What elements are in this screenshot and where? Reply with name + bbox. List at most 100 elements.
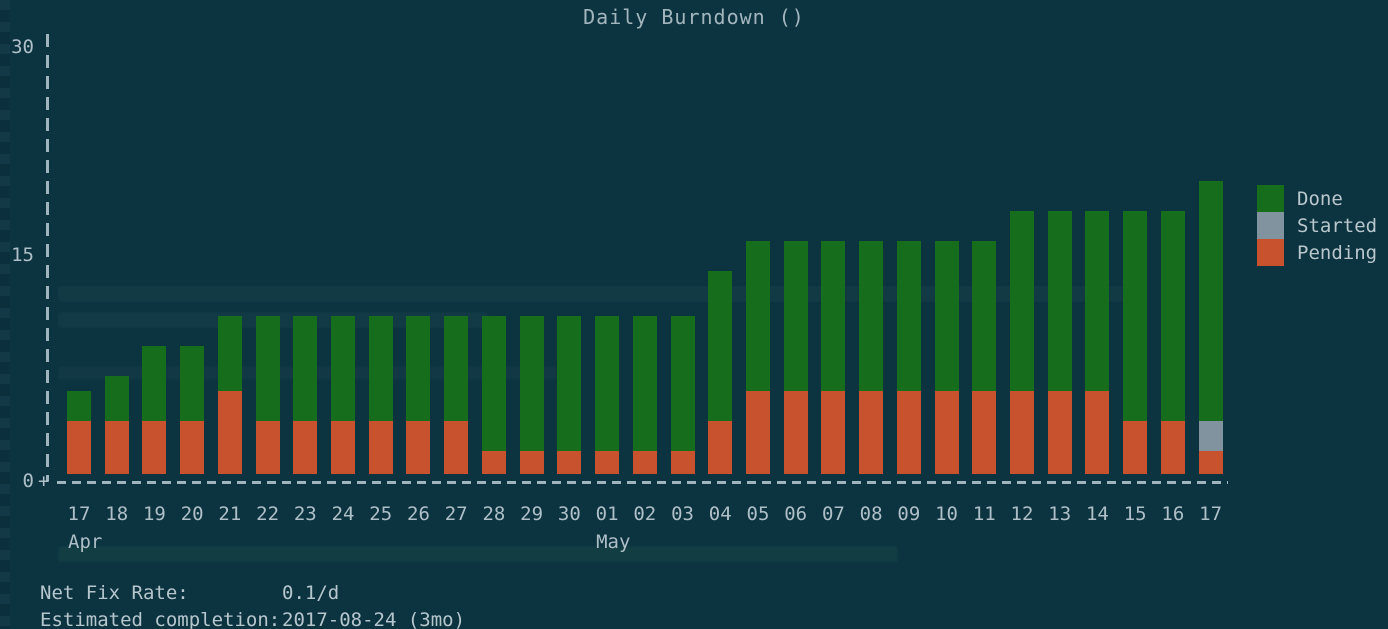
- legend-swatch-started: [1257, 212, 1284, 239]
- x-tick-apr-25: 25: [369, 503, 393, 525]
- bar-apr-27-done: [444, 316, 469, 421]
- legend-label-done: Done: [1297, 187, 1343, 210]
- bar-may-02-pending: [632, 451, 657, 474]
- bar-may-03-done: [670, 316, 695, 451]
- bar-may-17-pending: [1198, 451, 1223, 474]
- x-tick-may-11: 11: [972, 503, 996, 525]
- bar-apr-27-pending: [444, 421, 469, 474]
- bar-may-01-pending: [595, 451, 620, 474]
- month-label-apr: Apr: [68, 531, 103, 553]
- x-tick-may-09: 09: [897, 503, 921, 525]
- bar-apr-26-pending: [406, 421, 431, 474]
- x-tick-may-08: 08: [859, 503, 883, 525]
- x-tick-apr-24: 24: [331, 503, 355, 525]
- bar-may-04-pending: [708, 421, 733, 474]
- y-axis-line: [46, 34, 49, 481]
- bar-may-06-pending: [783, 391, 808, 474]
- bar-apr-19-done: [142, 346, 167, 421]
- x-tick-apr-21: 21: [218, 503, 242, 525]
- bar-may-09-pending: [896, 391, 921, 474]
- bar-apr-22-pending: [255, 421, 280, 474]
- legend-swatch-pending: [1257, 239, 1284, 266]
- bar-may-10-pending: [934, 391, 959, 474]
- background-ghost-text: [58, 546, 898, 562]
- bar-may-15-pending: [1123, 421, 1148, 474]
- x-tick-may-05: 05: [746, 503, 770, 525]
- y-tick-label-15: 15: [11, 244, 34, 266]
- bar-apr-25-pending: [368, 421, 393, 474]
- bar-apr-20-pending: [180, 421, 205, 474]
- x-tick-apr-26: 26: [407, 503, 430, 525]
- legend-row-pending: Pending: [1257, 239, 1377, 266]
- bar-may-07-pending: [821, 391, 846, 474]
- x-tick-apr-28: 28: [482, 503, 506, 525]
- bar-apr-21-pending: [217, 391, 242, 474]
- bar-may-07-done: [821, 241, 846, 391]
- legend-row-done: Done: [1257, 185, 1377, 212]
- stat-net-fix-rate: Net Fix Rate: 0.1/d: [40, 580, 465, 607]
- bar-may-03-pending: [670, 451, 695, 474]
- x-tick-apr-22: 22: [256, 503, 280, 525]
- bar-apr-17-pending: [67, 421, 91, 474]
- bar-may-14-pending: [1085, 391, 1110, 474]
- bar-may-13-pending: [1047, 391, 1072, 474]
- x-tick-may-06: 06: [784, 503, 808, 525]
- x-tick-apr-23: 23: [293, 503, 317, 525]
- axis-origin-marker: +: [38, 470, 50, 492]
- x-tick-may-10: 10: [935, 503, 958, 525]
- x-tick-apr-27: 27: [444, 503, 468, 525]
- bar-may-08-pending: [859, 391, 884, 474]
- bar-apr-24-pending: [331, 421, 356, 474]
- stat-label: Estimated completion:: [40, 609, 281, 629]
- bar-apr-28-done: [481, 316, 506, 451]
- bar-may-14-done: [1085, 211, 1110, 391]
- chart-title: Daily Burndown (): [583, 5, 805, 29]
- x-tick-apr-29: 29: [520, 503, 544, 525]
- stat-value: 2017-08-24 (3mo): [282, 609, 466, 629]
- bar-apr-29-done: [519, 316, 544, 451]
- bar-may-11-pending: [972, 391, 997, 474]
- x-axis-line: [57, 481, 1228, 484]
- month-label-may: May: [596, 531, 631, 553]
- bar-apr-23-done: [293, 316, 318, 421]
- x-tick-may-12: 12: [1010, 503, 1034, 525]
- x-tick-may-03: 03: [671, 503, 694, 525]
- bar-apr-30-done: [557, 316, 582, 451]
- bar-may-17-done: [1198, 181, 1223, 421]
- bar-may-16-done: [1160, 211, 1185, 421]
- bar-may-05-done: [745, 241, 770, 391]
- legend-label-pending: Pending: [1297, 241, 1378, 264]
- x-tick-apr-19: 19: [142, 503, 166, 525]
- stat-value: 0.1/d: [282, 582, 340, 604]
- legend-swatch-done: [1257, 185, 1284, 212]
- x-tick-apr-30: 30: [557, 503, 581, 525]
- bar-may-11-done: [972, 241, 997, 391]
- legend: Done Started Pending: [1257, 185, 1377, 266]
- bar-apr-28-pending: [481, 451, 506, 474]
- y-tick-label-0: 0: [22, 470, 34, 492]
- x-tick-may-13: 13: [1048, 503, 1072, 525]
- x-tick-may-02: 02: [633, 503, 657, 525]
- bar-may-13-done: [1047, 211, 1072, 391]
- bar-may-05-pending: [745, 391, 770, 474]
- bar-may-16-pending: [1160, 421, 1185, 474]
- bar-apr-19-pending: [142, 421, 167, 474]
- bar-apr-23-pending: [293, 421, 318, 474]
- x-tick-may-16: 16: [1161, 503, 1185, 525]
- bar-apr-29-pending: [519, 451, 544, 474]
- bar-may-17-started: [1198, 421, 1223, 451]
- legend-row-started: Started: [1257, 212, 1377, 239]
- x-tick-may-07: 07: [821, 503, 845, 525]
- bar-may-01-done: [595, 316, 620, 451]
- bar-apr-30-pending: [557, 451, 582, 474]
- bar-may-12-done: [1010, 211, 1034, 391]
- bar-apr-25-done: [368, 316, 393, 421]
- left-edge-artifact: [0, 0, 10, 629]
- bar-may-02-done: [632, 316, 657, 451]
- bar-may-06-done: [783, 241, 808, 391]
- bar-may-09-done: [896, 241, 921, 391]
- bar-apr-24-done: [331, 316, 356, 421]
- bar-may-12-pending: [1010, 391, 1034, 474]
- bar-apr-26-done: [406, 316, 431, 421]
- bar-apr-22-done: [255, 316, 280, 421]
